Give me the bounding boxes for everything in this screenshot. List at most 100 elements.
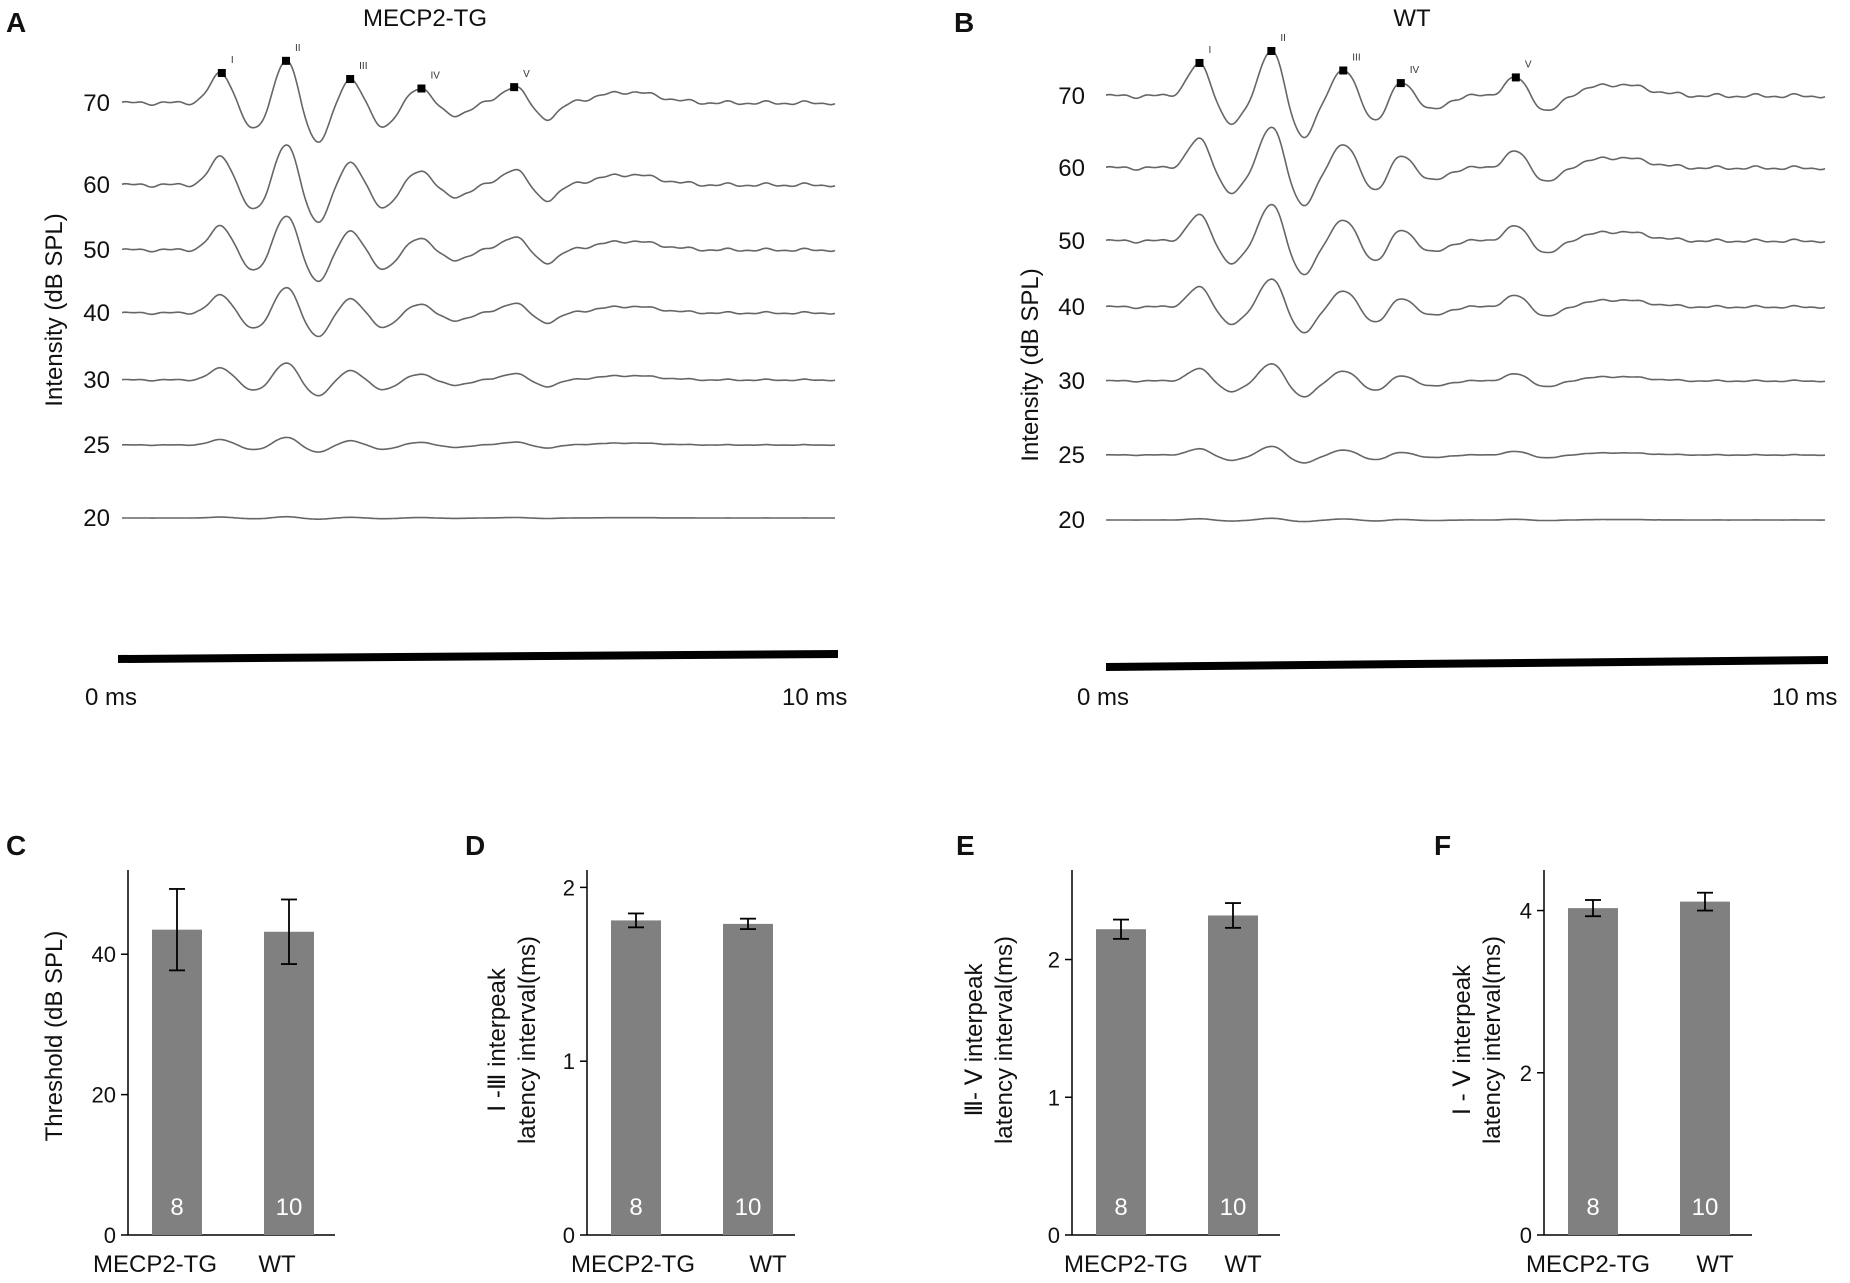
y-tick-label: 0 (563, 1223, 575, 1248)
panel-b-x-start-label: 0 ms (1077, 684, 1129, 711)
peak-label-IV: IV (430, 71, 440, 82)
intensity-label-70: 70 (1058, 83, 1085, 110)
abr-trace-20db (1106, 517, 1826, 523)
abr-trace-30db (121, 362, 836, 397)
y-tick-label: 20 (92, 1083, 116, 1108)
panel-a-x-start-label: 0 ms (85, 684, 137, 711)
intensity-label-40: 40 (1058, 294, 1085, 321)
bar-wt (1680, 901, 1730, 1235)
panel-d: D Ⅰ -Ⅲ interpeak latency interval(ms) 0 1… (465, 830, 795, 1278)
panel-d-letter: D (465, 830, 485, 861)
y-tick-label: 1 (563, 1049, 575, 1074)
panel-a-traces: 70 60 50 40 30 25 20 (83, 59, 836, 532)
peak-label-II: II (1280, 33, 1286, 44)
intensity-label-70: 70 (83, 90, 110, 117)
panel-a: A MECP2-TG Intensity (dB SPL) 70 60 50 40 30… (6, 5, 847, 711)
panel-b-traces: 70 60 50 40 30 25 20 (1058, 50, 1826, 534)
sample-size-label: 8 (170, 1194, 183, 1221)
intensity-label-30: 30 (1058, 368, 1085, 395)
y-tick-label: 0 (1520, 1223, 1532, 1248)
panel-a-letter: A (6, 7, 26, 38)
y-tick-label: 40 (92, 942, 116, 967)
bar-mecp2-tg (1568, 908, 1618, 1235)
abr-trace-50db (121, 215, 836, 283)
panel-c-letter: C (6, 830, 26, 861)
peak-marker-IV (1396, 79, 1405, 88)
panel-a-time-bar (118, 650, 838, 663)
panel-a-y-axis-label: Intensity (dB SPL) (41, 213, 68, 406)
panel-e-y-axis-label-line-1: Ⅲ- Ⅴ interpeak (961, 962, 988, 1116)
bar-wt (264, 931, 314, 1235)
y-tick-label: 4 (1520, 899, 1532, 924)
category-label-mecp2-tg: MECP2-TG (1526, 1251, 1650, 1278)
y-tick-label: 1 (1048, 1085, 1060, 1110)
intensity-label-20: 20 (83, 505, 110, 532)
panel-a-title: MECP2-TG (363, 5, 487, 32)
bar-mecp2-tg (611, 920, 661, 1235)
peak-label-V: V (523, 69, 530, 80)
category-label-mecp2-tg: MECP2-TG (1064, 1251, 1188, 1278)
panel-b-time-bar (1106, 656, 1828, 671)
bar-wt (723, 923, 773, 1235)
abr-trace-25db (1106, 445, 1826, 464)
category-label-wt: WT (1224, 1251, 1262, 1278)
abr-trace-60db (121, 144, 836, 224)
sample-size-label: 8 (1586, 1194, 1599, 1221)
intensity-label-50: 50 (83, 237, 110, 264)
panel-f-letter: F (1434, 830, 1451, 861)
sample-size-label: 8 (629, 1194, 642, 1221)
panel-e-y-axis-label-line-2: latency interval(ms) (991, 936, 1018, 1144)
panel-f-y-axis-label-line-2: latency interval(ms) (1479, 936, 1506, 1144)
sample-size-label: 10 (1692, 1194, 1719, 1221)
peak-marker-I (217, 68, 226, 77)
panel-b-letter: B (954, 7, 974, 38)
peak-marker-IV (417, 84, 426, 93)
panel-a-x-end-label: 10 ms (782, 684, 847, 711)
peak-marker-III (346, 75, 355, 84)
panel-b: B WT Intensity (dB SPL) 70 60 50 40 30 25 20 I… (954, 5, 1837, 711)
panel-d-y-axis-label: Ⅰ -Ⅲ interpeak latency interval(ms) (484, 936, 541, 1144)
sample-size-label: 10 (276, 1194, 303, 1221)
intensity-label-60: 60 (83, 172, 110, 199)
panel-b-title: WT (1393, 5, 1431, 32)
abr-trace-20db (122, 515, 835, 520)
peak-marker-III (1339, 66, 1348, 75)
panel-e-bar-plot: 0 1 2 8 MECP2-TG 10 WT (1048, 870, 1280, 1278)
panel-c-bar-plot: 0 20 40 8 MECP2-TG 10 WT (92, 870, 335, 1278)
panel-b-y-axis-label: Intensity (dB SPL) (1017, 268, 1044, 461)
y-tick-label: 0 (104, 1223, 116, 1248)
peak-marker-V (1511, 73, 1520, 82)
abr-trace-50db (1105, 203, 1826, 276)
peak-label-I: I (231, 55, 234, 66)
abr-trace-40db (1105, 278, 1826, 334)
category-label-wt: WT (749, 1251, 787, 1278)
peak-label-V: V (1525, 59, 1532, 70)
panel-e-letter: E (956, 830, 975, 861)
peak-label-IV: IV (1410, 65, 1420, 76)
sample-size-label: 10 (1220, 1194, 1247, 1221)
peak-label-II: II (295, 43, 301, 54)
panel-d-bar-plot: 0 1 2 8 MECP2-TG 10 WT (563, 870, 795, 1278)
peak-marker-V (510, 83, 519, 92)
sample-size-label: 8 (1114, 1194, 1127, 1221)
peak-marker-II (1267, 46, 1276, 55)
category-label-wt: WT (1696, 1251, 1734, 1278)
panel-c: C Threshold (dB SPL) 0 20 40 8 MECP2-TG 10 WT (6, 830, 335, 1278)
abr-trace-30db (1105, 362, 1826, 398)
intensity-label-25: 25 (1058, 442, 1085, 469)
panel-f-bar-plot: 0 2 4 8 MECP2-TG 10 WT (1520, 870, 1752, 1278)
sample-size-label: 10 (735, 1194, 762, 1221)
abr-trace-70db (1105, 50, 1826, 139)
panel-f-y-axis-label: Ⅰ - Ⅴ interpeak latency interval(ms) (1449, 936, 1506, 1144)
peak-label-III: III (1352, 52, 1360, 63)
intensity-label-50: 50 (1058, 228, 1085, 255)
panel-d-y-axis-label-line-1: Ⅰ -Ⅲ interpeak (484, 967, 511, 1112)
peak-label-I: I (1208, 45, 1211, 56)
category-label-mecp2-tg: MECP2-TG (93, 1251, 217, 1278)
abr-trace-25db (121, 436, 836, 453)
peak-marker-I (1195, 58, 1204, 67)
intensity-label-30: 30 (83, 367, 110, 394)
panel-e: E Ⅲ- Ⅴ interpeak latency interval(ms) 0 1… (956, 830, 1280, 1278)
bar-mecp2-tg (1096, 929, 1146, 1235)
